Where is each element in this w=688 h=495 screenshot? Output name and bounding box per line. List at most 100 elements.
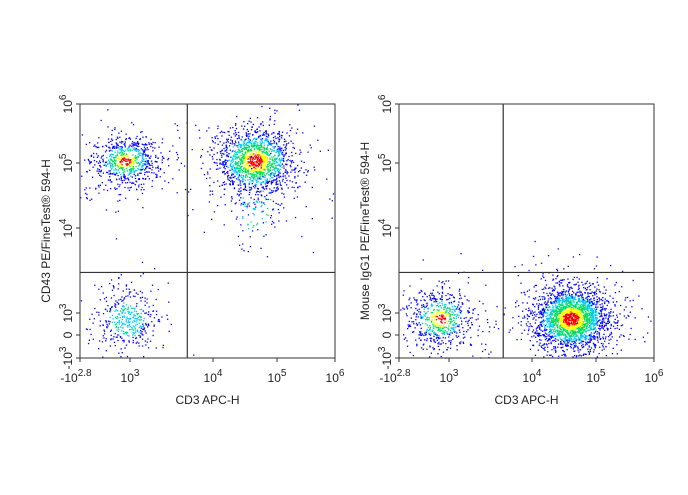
- data-point: [437, 316, 438, 317]
- data-point: [561, 355, 562, 356]
- data-point: [556, 269, 557, 270]
- data-point: [534, 286, 535, 287]
- data-point: [81, 176, 82, 177]
- data-point: [252, 140, 253, 141]
- data-point: [548, 323, 549, 324]
- data-point: [141, 328, 142, 329]
- data-point: [236, 168, 237, 169]
- data-point: [142, 193, 143, 194]
- data-point: [458, 336, 459, 337]
- data-point: [404, 309, 405, 310]
- data-point: [257, 167, 258, 168]
- data-point: [253, 181, 254, 182]
- data-point: [444, 322, 445, 323]
- data-point: [459, 309, 460, 310]
- data-point: [143, 184, 144, 185]
- data-point: [142, 345, 143, 346]
- data-point: [246, 154, 247, 155]
- data-point: [241, 175, 242, 176]
- data-point: [217, 152, 218, 153]
- data-point: [139, 150, 140, 151]
- data-point: [204, 232, 205, 233]
- data-point: [536, 285, 537, 286]
- data-point: [565, 292, 566, 293]
- data-point: [127, 165, 128, 166]
- data-point: [106, 301, 107, 302]
- data-point: [536, 341, 537, 342]
- data-point: [530, 349, 531, 350]
- data-point: [263, 148, 264, 149]
- data-point: [102, 159, 103, 160]
- data-point: [572, 299, 573, 300]
- data-point: [271, 133, 272, 134]
- data-point: [458, 315, 459, 316]
- data-point: [249, 155, 250, 156]
- data-point: [252, 213, 253, 214]
- data-point: [129, 166, 130, 167]
- data-point: [579, 349, 580, 350]
- data-point: [430, 340, 431, 341]
- data-point: [192, 209, 193, 210]
- data-point: [96, 153, 97, 154]
- data-point: [419, 322, 420, 323]
- data-point: [414, 299, 415, 300]
- data-point: [88, 343, 89, 344]
- data-point: [276, 110, 277, 111]
- data-point: [123, 290, 124, 291]
- data-point: [134, 171, 135, 172]
- data-point: [488, 354, 489, 355]
- data-point: [449, 294, 450, 295]
- data-point: [577, 324, 578, 325]
- data-point: [265, 156, 266, 157]
- data-point: [276, 150, 277, 151]
- y-tick-label: 106: [58, 94, 75, 113]
- data-point: [252, 170, 253, 171]
- data-point: [230, 163, 231, 164]
- data-point: [240, 182, 241, 183]
- data-point: [547, 326, 548, 327]
- data-point: [281, 137, 282, 138]
- data-point: [120, 174, 121, 175]
- data-point: [595, 330, 596, 331]
- data-point: [239, 188, 240, 189]
- data-point: [266, 167, 267, 168]
- data-point: [124, 169, 125, 170]
- data-point: [434, 341, 435, 342]
- data-point: [136, 337, 137, 338]
- data-point: [112, 161, 113, 162]
- data-point: [275, 136, 276, 137]
- data-point: [101, 286, 102, 287]
- data-point: [247, 207, 248, 208]
- data-point: [266, 188, 267, 189]
- data-point: [595, 322, 596, 323]
- data-point: [93, 339, 94, 340]
- data-point: [231, 169, 232, 170]
- data-point: [140, 170, 141, 171]
- data-point: [455, 323, 456, 324]
- data-point: [119, 184, 120, 185]
- data-point: [223, 163, 224, 164]
- data-point: [134, 147, 135, 148]
- data-point: [273, 140, 274, 141]
- data-point: [615, 292, 616, 293]
- data-point: [251, 171, 252, 172]
- data-point: [149, 157, 150, 158]
- data-point: [249, 165, 250, 166]
- data-point: [556, 325, 557, 326]
- data-point: [619, 313, 620, 314]
- data-point: [264, 132, 265, 133]
- data-point: [99, 175, 100, 176]
- data-point: [110, 331, 111, 332]
- data-point: [597, 282, 598, 283]
- data-point: [543, 321, 544, 322]
- data-point: [227, 140, 228, 141]
- data-point: [247, 129, 248, 130]
- data-point: [132, 168, 133, 169]
- data-point: [422, 333, 423, 334]
- data-point: [99, 160, 100, 161]
- data-point: [407, 308, 408, 309]
- data-point: [426, 349, 427, 350]
- data-point: [101, 157, 102, 158]
- data-point: [525, 309, 526, 310]
